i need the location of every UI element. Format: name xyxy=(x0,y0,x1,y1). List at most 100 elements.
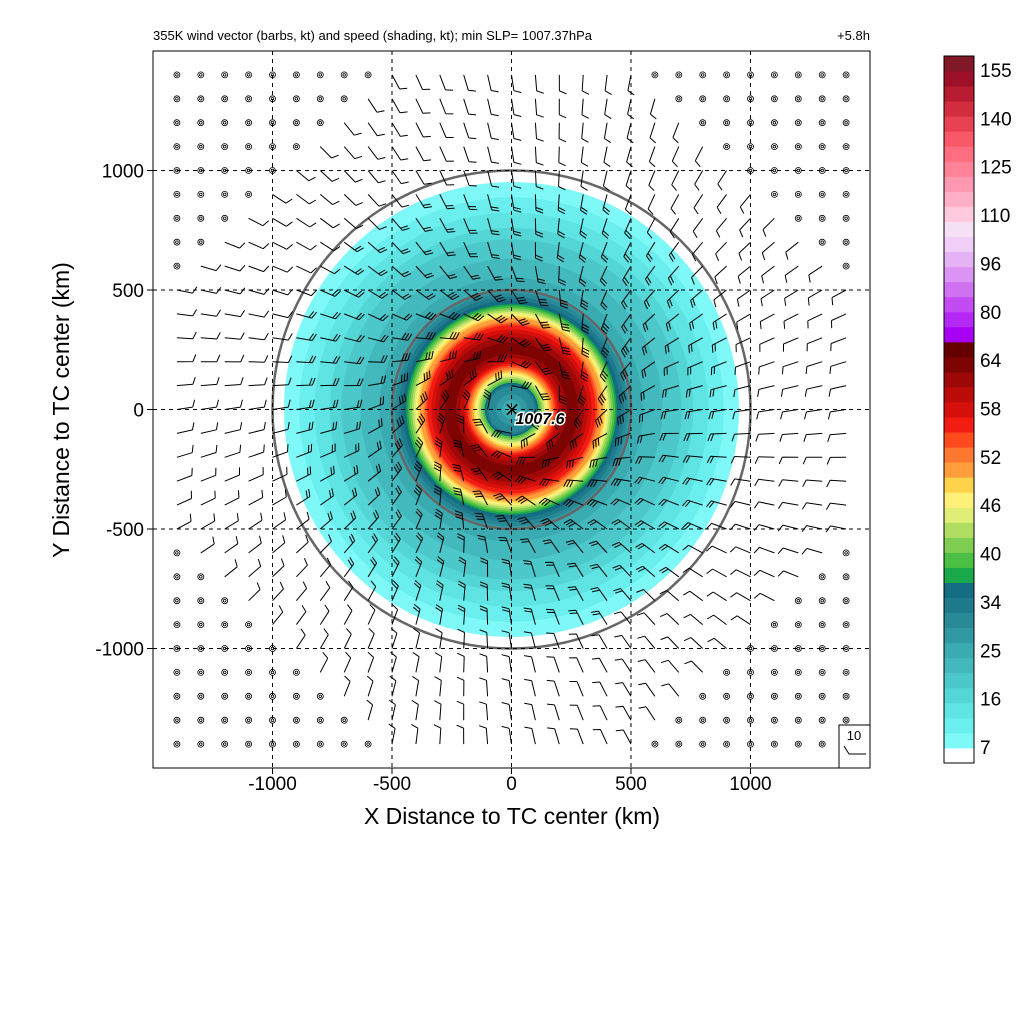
wind-barb xyxy=(556,242,565,263)
calm-marker xyxy=(771,716,778,724)
wind-barb xyxy=(568,633,584,649)
wind-barb xyxy=(732,409,751,420)
calm-marker xyxy=(340,716,348,724)
wind-barb xyxy=(463,146,477,163)
wind-barb xyxy=(706,500,727,508)
wind-barb xyxy=(682,499,703,508)
wind-barb xyxy=(637,659,656,673)
wind-barb xyxy=(777,501,799,509)
wind-barb xyxy=(535,361,553,375)
wind-barb xyxy=(706,545,727,554)
wind-barb xyxy=(272,288,294,296)
wind-barb xyxy=(599,361,609,383)
calm-marker xyxy=(173,95,181,103)
wind-barb xyxy=(511,313,530,326)
calm-marker xyxy=(197,645,205,652)
wind-barb xyxy=(590,610,608,625)
wind-barb xyxy=(736,313,751,330)
wind-barb xyxy=(248,422,266,434)
calm-marker xyxy=(794,214,802,222)
wind-barb xyxy=(614,658,632,673)
wind-barb xyxy=(706,522,727,530)
calm-marker xyxy=(794,740,802,748)
wind-barb xyxy=(683,590,703,602)
colorbar-tick-label: 16 xyxy=(980,690,1001,711)
wind-barb xyxy=(511,98,522,117)
wind-barb xyxy=(511,381,532,390)
calm-marker xyxy=(818,621,826,628)
wind-barb xyxy=(558,289,569,309)
calm-marker xyxy=(771,669,778,676)
wind-barb xyxy=(452,487,465,506)
wind-barb xyxy=(626,122,634,144)
wind-barb xyxy=(641,337,656,356)
wind-barb xyxy=(439,241,456,257)
wind-barb xyxy=(248,444,265,458)
wind-barb xyxy=(621,313,632,334)
wind-barb xyxy=(685,385,703,398)
reference-barb xyxy=(843,745,866,755)
calm-marker xyxy=(197,669,205,676)
wind-barb xyxy=(618,385,632,404)
colorbar-swatch xyxy=(944,567,974,583)
wind-barb xyxy=(200,332,221,340)
wind-barb xyxy=(176,490,192,506)
wind-barb xyxy=(659,589,680,602)
tc-center-pressure-label: 1007.6 xyxy=(516,411,565,428)
wind-barb xyxy=(391,485,402,506)
wind-barb xyxy=(558,313,571,332)
wind-barb xyxy=(176,422,195,434)
wind-barb xyxy=(592,681,608,697)
wind-barb xyxy=(439,74,454,91)
colorbar-tick-label: 125 xyxy=(980,158,1012,179)
wind-barb xyxy=(391,98,408,114)
wind-barb xyxy=(580,146,589,167)
wind-barb xyxy=(478,725,489,745)
calm-marker xyxy=(221,119,229,127)
calm-marker xyxy=(842,119,850,127)
wind-barb xyxy=(511,242,522,261)
wind-barb xyxy=(694,170,704,191)
calm-marker xyxy=(699,692,707,700)
wind-barb xyxy=(780,385,799,397)
calm-marker xyxy=(173,238,181,246)
wind-barb xyxy=(344,356,365,365)
wind-barb xyxy=(367,313,389,322)
wind-barb xyxy=(501,654,512,673)
wind-barb xyxy=(463,312,485,322)
calm-marker xyxy=(245,190,253,198)
wind-barb xyxy=(439,331,460,340)
colorbar-swatch xyxy=(944,672,974,689)
calm-marker xyxy=(197,740,205,748)
wind-barb xyxy=(439,289,460,301)
wind-barb xyxy=(615,729,632,745)
colorbar-swatch xyxy=(944,732,974,749)
wind-barb xyxy=(739,194,751,214)
calm-marker xyxy=(316,119,324,127)
wind-barb xyxy=(669,218,680,239)
wind-barb xyxy=(435,604,443,625)
wind-barb xyxy=(462,388,471,410)
wind-barb xyxy=(624,218,632,239)
wind-barb xyxy=(436,580,444,601)
calm-marker xyxy=(651,740,659,748)
wind-barb xyxy=(436,532,445,554)
calm-marker xyxy=(221,167,229,174)
calm-marker xyxy=(842,692,850,700)
wind-barb xyxy=(687,361,703,376)
wind-barb xyxy=(567,586,584,601)
wind-barb xyxy=(474,512,489,530)
calm-marker xyxy=(747,119,754,127)
wind-barb xyxy=(778,456,799,465)
calm-marker xyxy=(675,716,683,724)
wind-barb xyxy=(433,724,442,745)
y-tick-label: -1000 xyxy=(95,640,144,661)
calm-marker xyxy=(269,645,276,652)
wind-barb xyxy=(581,122,589,143)
wind-barb xyxy=(622,265,632,287)
wind-barb xyxy=(682,567,703,578)
colorbar-swatch xyxy=(944,371,974,388)
wind-barb xyxy=(415,98,431,114)
wind-barb xyxy=(587,519,608,530)
wind-barb xyxy=(637,635,656,649)
